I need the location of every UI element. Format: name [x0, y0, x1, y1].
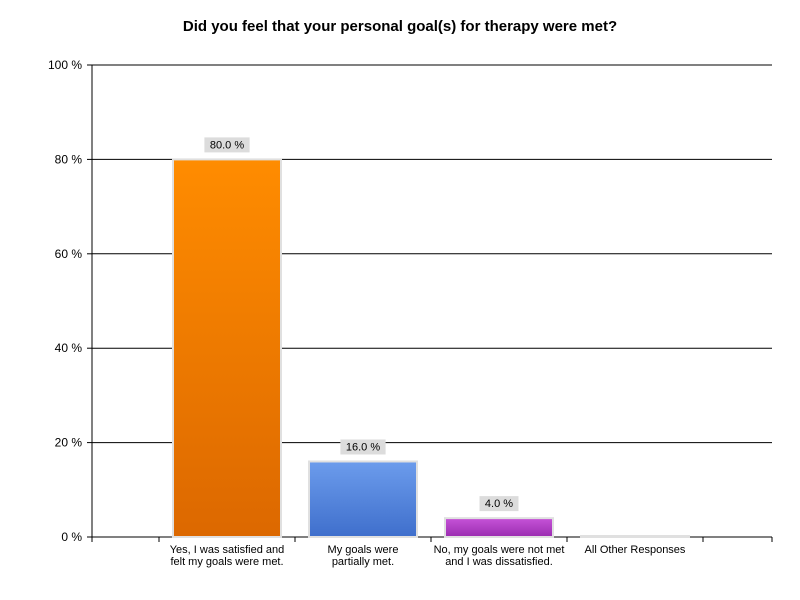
data-label: 16.0 %: [346, 441, 380, 453]
data-label-box: [340, 439, 386, 455]
data-label: 80.0 %: [210, 139, 244, 151]
y-tick-label: 60 %: [55, 247, 83, 261]
x-tick-label: Yes, I was satisfied and felt my goals we…: [170, 544, 285, 568]
bar: [444, 517, 554, 538]
y-tick-label: 40 %: [55, 341, 83, 355]
y-tick-label: 100 %: [48, 58, 82, 72]
y-tick-label: 0 %: [61, 530, 82, 544]
x-tick-label: No, my goals were not met and I was dissa…: [434, 544, 565, 568]
x-tick-label: All Other Responses: [585, 544, 686, 556]
bar: [308, 460, 418, 539]
y-tick-label: 20 %: [55, 436, 83, 450]
bars: [172, 158, 690, 539]
data-label-box: [204, 137, 250, 153]
data-label-box: [479, 496, 519, 512]
bar: [172, 158, 282, 538]
x-tick-label: My goals were partially met.: [328, 544, 399, 568]
gridlines: [92, 64, 772, 444]
labels: 0 % 20 % 40 % 60 % 80 % 100 % 80.0 % Yes, I was…: [48, 58, 686, 568]
y-tick-label: 80 %: [55, 152, 83, 166]
bar: [580, 535, 690, 538]
data-label: 4.0 %: [485, 498, 513, 510]
chart-title: Did you feel that your personal goal(s) …: [182, 18, 618, 35]
